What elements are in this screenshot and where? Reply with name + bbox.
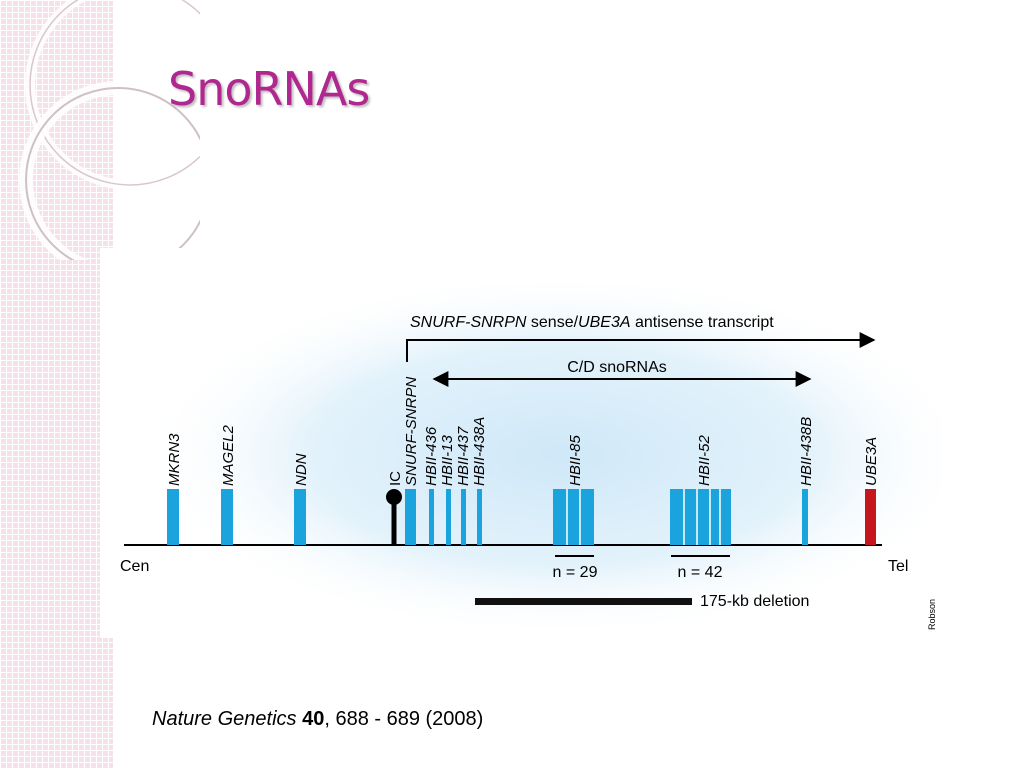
slide-title: SnoRNAs bbox=[168, 62, 370, 116]
transcript-label-part: UBE3A bbox=[578, 314, 630, 331]
gene-label-hbii-436: HBII-436 bbox=[423, 426, 440, 486]
transcript-label-part: SNURF-SNRPN bbox=[410, 314, 527, 331]
transcript-label-part: antisense transcript bbox=[631, 314, 775, 331]
gene-hbii-438b bbox=[802, 489, 808, 545]
gene-label-mkrn3: MKRN3 bbox=[166, 433, 183, 486]
decorative-rings bbox=[19, 0, 200, 260]
gene-hbii-438a bbox=[477, 489, 482, 545]
citation-volume: 40 bbox=[302, 708, 325, 730]
gene-hbii-437 bbox=[461, 489, 466, 545]
locus-map-svg: SNURF-SNRPN sense/UBE3A antisense transc… bbox=[120, 270, 942, 638]
gene-hbii-436 bbox=[429, 489, 434, 545]
imprinting-center-marker bbox=[386, 489, 402, 545]
gene-label-hbii-438b: HBII-438B bbox=[798, 417, 815, 486]
gene-label-ic: IC bbox=[387, 471, 404, 486]
citation: Nature Genetics 40, 688 - 689 (2008) bbox=[152, 708, 483, 731]
telomere-label: Tel bbox=[888, 558, 908, 575]
gene-ube3a bbox=[865, 489, 876, 545]
gene-hbii-13 bbox=[446, 489, 451, 545]
citation-pages-year: , 688 - 689 (2008) bbox=[324, 708, 484, 730]
cluster-count-hbii-85: n = 29 bbox=[553, 564, 598, 581]
transcript-arrow bbox=[406, 332, 876, 362]
gene-label-magel2: MAGEL2 bbox=[220, 424, 237, 486]
gene-label-hbii-437: HBII-437 bbox=[455, 426, 472, 486]
figure-credit: Robson bbox=[927, 599, 937, 630]
gene-label-snurf-snrpn: SNURF-SNRPN bbox=[403, 377, 420, 486]
snorna-range-label: C/D snoRNAs bbox=[567, 359, 667, 376]
gene-label-hbii-438a: HBII-438A bbox=[471, 417, 488, 486]
snorna-locus-diagram: SNURF-SNRPN sense/UBE3A antisense transc… bbox=[100, 248, 942, 638]
transcript-label: SNURF-SNRPN sense/UBE3A antisense transc… bbox=[410, 314, 774, 331]
sidebar-pattern bbox=[0, 0, 113, 768]
gene-label-hbii-52: HBII-52 bbox=[696, 434, 713, 486]
deletion-bar bbox=[475, 598, 692, 605]
background-glow bbox=[140, 270, 942, 638]
gene-snurf-snrpn bbox=[405, 489, 416, 545]
gene-ndn bbox=[294, 489, 306, 545]
gene-mkrn3 bbox=[167, 489, 179, 545]
centromere-label: Cen bbox=[120, 558, 149, 575]
gene-label-hbii-13: HBII-13 bbox=[439, 434, 456, 486]
gene-hbii-52-cluster bbox=[670, 489, 731, 545]
citation-journal: Nature Genetics bbox=[152, 708, 297, 730]
cluster-count-hbii-52: n = 42 bbox=[678, 564, 723, 581]
gene-label-ube3a: UBE3A bbox=[863, 437, 880, 486]
gene-magel2 bbox=[221, 489, 233, 545]
gene-label-ndn: NDN bbox=[293, 453, 310, 486]
gene-hbii-85-cluster bbox=[553, 489, 594, 545]
gene-label-hbii-85: HBII-85 bbox=[567, 434, 584, 486]
transcript-label-part: sense/ bbox=[526, 314, 578, 331]
deletion-label: 175-kb deletion bbox=[700, 593, 809, 610]
